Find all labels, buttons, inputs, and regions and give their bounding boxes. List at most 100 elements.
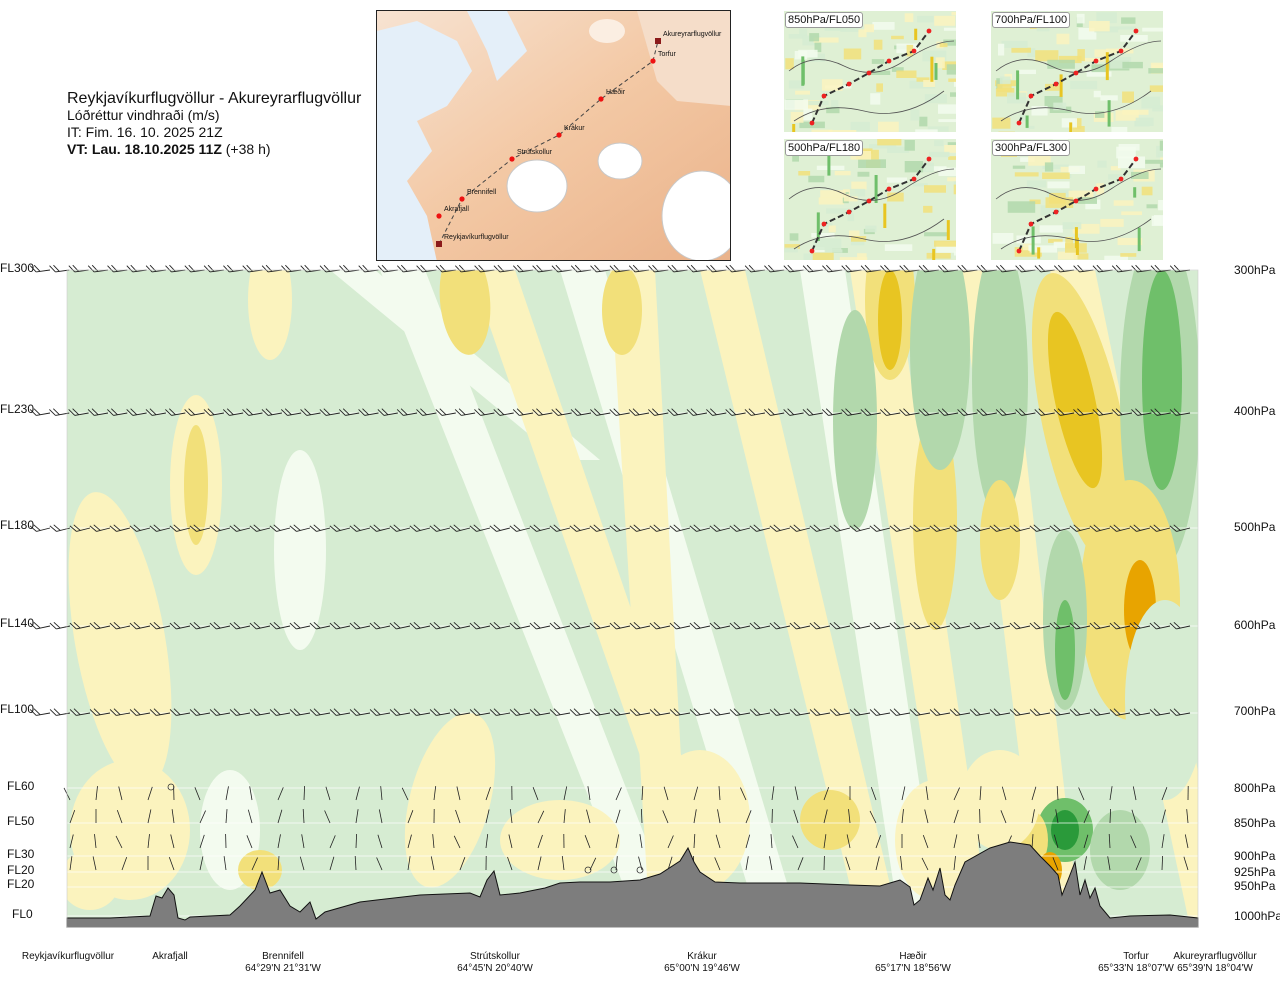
wind-barb <box>900 856 903 871</box>
wind-barb <box>918 408 939 416</box>
flight-level-label: FL0 <box>12 907 33 921</box>
wind-barb <box>493 264 514 273</box>
wind-barb <box>485 786 491 801</box>
wind-barb <box>909 524 931 532</box>
wind-barb <box>389 708 411 716</box>
wind-barb <box>1089 708 1111 716</box>
wind-barb <box>628 408 650 416</box>
wind-barb <box>729 524 751 532</box>
wind-barb <box>845 856 851 871</box>
wind-barb <box>549 708 571 716</box>
wind-barb <box>709 708 731 716</box>
wind-barb <box>715 834 721 849</box>
wind-barb <box>416 264 437 273</box>
wind-barb <box>377 264 398 273</box>
wind-barb <box>325 786 331 801</box>
wind-barb <box>509 621 531 630</box>
wind-barb <box>29 621 51 630</box>
wind-barb <box>1034 264 1055 273</box>
wind-barb <box>507 856 513 871</box>
vertical-velocity-contour <box>960 750 1040 850</box>
map-point-label: Akrafjall <box>444 206 469 213</box>
wind-barb <box>693 786 699 801</box>
map-point-label: Hæðir <box>606 89 626 96</box>
location-name: Strútskollur <box>469 951 520 962</box>
wind-barb <box>203 408 224 416</box>
vertical-velocity-contour <box>895 780 975 900</box>
wind-barb <box>249 708 271 716</box>
wind-barb <box>879 408 901 416</box>
wind-barb <box>1034 408 1055 416</box>
thumbnail-500[interactable]: 500hPa/FL180 <box>784 139 956 260</box>
wind-barb <box>725 408 746 416</box>
thumbnail-700[interactable]: 700hPa/FL100 <box>991 11 1163 132</box>
wind-barb <box>281 264 302 273</box>
wind-barb <box>249 524 271 532</box>
wind-barb <box>277 787 284 801</box>
wind-barb <box>225 786 229 801</box>
pressure-level-label: 925hPa <box>1234 865 1276 879</box>
wind-barb <box>989 524 1011 532</box>
wind-barb <box>338 408 360 416</box>
route-map: Akureyrarflugvöllur Torfur Hæðir Krákur Strú… <box>376 10 731 261</box>
wind-barb <box>718 786 721 801</box>
wind-barb <box>474 264 495 273</box>
waypoint-marker <box>436 213 442 219</box>
wind-barb <box>749 708 771 716</box>
pressure-level-label: 800hPa <box>1234 781 1276 795</box>
wind-barb <box>953 787 960 801</box>
wind-barb <box>376 857 383 871</box>
wind-barb <box>745 856 749 871</box>
wind-barb <box>848 809 851 824</box>
wind-barb <box>1109 524 1131 532</box>
vertical-velocity-contour <box>439 270 491 355</box>
wind-barb <box>300 264 321 273</box>
wind-barb <box>957 264 978 273</box>
wind-barb <box>869 621 891 630</box>
wind-barb <box>1031 834 1034 849</box>
wind-barb <box>129 708 151 716</box>
wind-barb <box>1149 524 1171 532</box>
wind-barb <box>693 833 696 849</box>
thumbnail-850[interactable]: 850hPa/FL050 <box>784 11 956 132</box>
wind-barb <box>396 264 418 273</box>
wind-barb <box>586 809 591 824</box>
wind-barb <box>1015 264 1036 273</box>
wind-barb <box>1052 857 1059 871</box>
wind-barb <box>87 408 109 416</box>
vertical-velocity-band <box>610 270 690 927</box>
vertical-velocity-contour <box>67 850 120 910</box>
wind-barb <box>329 524 351 532</box>
wind-barb <box>199 856 204 871</box>
wind-barb <box>247 809 253 824</box>
wind-barb <box>354 855 357 871</box>
wind-barb <box>977 834 981 849</box>
location-label: Strútskollur 64°45'N 20°40'W <box>435 951 555 975</box>
route-title: Reykjavíkurflugvöllur - Akureyrarflugvöl… <box>67 90 362 107</box>
wind-barb <box>171 809 175 824</box>
wind-barb <box>649 708 671 716</box>
wind-barb <box>763 408 785 416</box>
wind-barb <box>1169 264 1191 273</box>
wind-barb <box>989 621 1011 630</box>
wind-barb <box>355 833 357 849</box>
wind-barb <box>841 408 862 416</box>
wind-barb <box>1132 786 1137 801</box>
wind-barb <box>223 856 227 871</box>
wind-barb <box>1111 264 1133 273</box>
thumbnail-300[interactable]: 300hPa/FL300 <box>991 139 1163 260</box>
wind-barb <box>339 264 360 273</box>
issue-time: IT: Fim. 16. 10. 2025 21Z <box>67 124 223 140</box>
wind-barb <box>89 708 111 716</box>
wind-barb <box>909 621 931 630</box>
wind-barb <box>512 408 534 416</box>
wind-barb <box>355 809 359 824</box>
wind-barb <box>1161 834 1165 849</box>
valid-time: VT: Lau. 18.10.2025 11Z <box>67 141 222 157</box>
wind-barb <box>69 708 91 716</box>
wind-barb <box>797 857 804 871</box>
wind-barb <box>860 408 881 416</box>
wind-barb <box>686 408 707 416</box>
wind-barb <box>1183 856 1189 871</box>
map-point-label: Akureyrarflugvöllur <box>663 31 722 38</box>
